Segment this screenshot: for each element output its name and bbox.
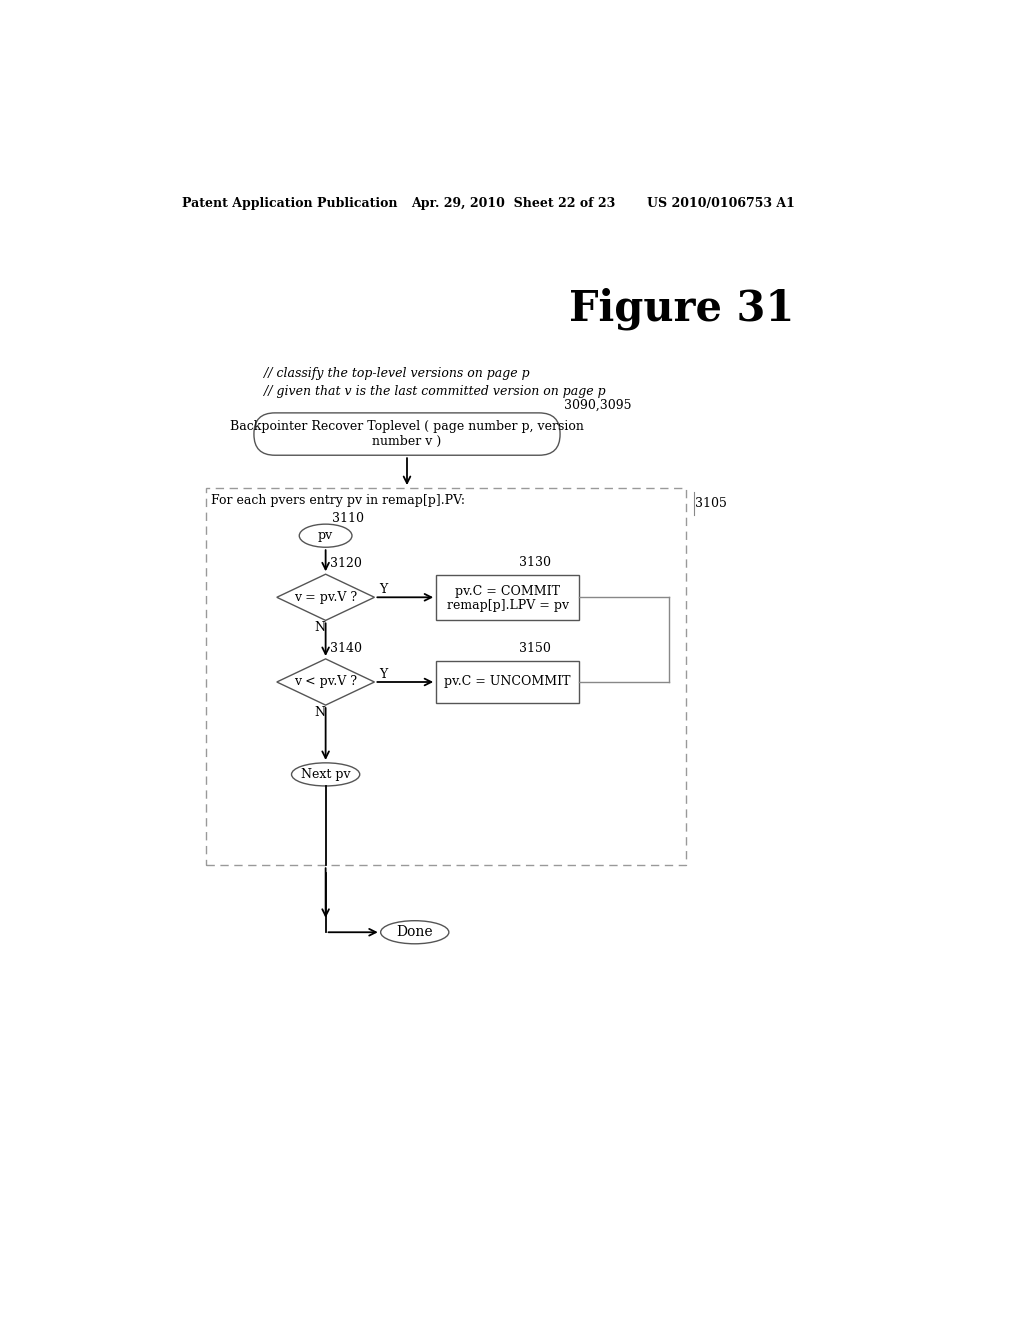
Text: N: N <box>314 620 326 634</box>
Text: Patent Application Publication: Patent Application Publication <box>182 197 397 210</box>
Text: v < pv.V ?: v < pv.V ? <box>294 676 357 689</box>
Text: Y: Y <box>379 583 387 597</box>
Text: N: N <box>314 705 326 718</box>
Text: v = pv.V ?: v = pv.V ? <box>294 591 357 603</box>
Text: pv.C = UNCOMMIT: pv.C = UNCOMMIT <box>444 676 571 689</box>
Text: Apr. 29, 2010  Sheet 22 of 23: Apr. 29, 2010 Sheet 22 of 23 <box>411 197 615 210</box>
Text: 3120: 3120 <box>331 557 362 570</box>
Text: pv: pv <box>318 529 333 543</box>
Text: remap[p].LPV = pv: remap[p].LPV = pv <box>446 598 568 611</box>
Text: Backpointer Recover Toplevel ( page number p, version
number v ): Backpointer Recover Toplevel ( page numb… <box>230 420 584 447</box>
FancyBboxPatch shape <box>436 661 580 704</box>
Polygon shape <box>276 574 375 620</box>
FancyBboxPatch shape <box>254 413 560 455</box>
Text: Next pv: Next pv <box>301 768 350 781</box>
Text: 3150: 3150 <box>519 642 551 655</box>
Text: pv.C = COMMIT: pv.C = COMMIT <box>456 585 560 598</box>
FancyBboxPatch shape <box>206 488 686 866</box>
Ellipse shape <box>292 763 359 785</box>
Text: US 2010/0106753 A1: US 2010/0106753 A1 <box>647 197 795 210</box>
Text: 3140: 3140 <box>331 642 362 655</box>
Text: 3110: 3110 <box>332 512 364 525</box>
Polygon shape <box>276 659 375 705</box>
Text: For each pvers entry pv in remap[p].PV:: For each pvers entry pv in remap[p].PV: <box>211 494 465 507</box>
Text: // given that v is the last committed version on page p: // given that v is the last committed ve… <box>263 385 605 399</box>
Ellipse shape <box>381 921 449 944</box>
Text: 3090,3095: 3090,3095 <box>564 399 632 412</box>
Text: 3130: 3130 <box>519 556 551 569</box>
FancyBboxPatch shape <box>436 576 580 619</box>
Text: Figure 31: Figure 31 <box>569 288 795 330</box>
Text: 3105: 3105 <box>695 496 727 510</box>
Text: Y: Y <box>379 668 387 681</box>
Ellipse shape <box>299 524 352 548</box>
Text: // classify the top-level versions on page p: // classify the top-level versions on pa… <box>263 367 529 380</box>
Text: Done: Done <box>396 925 433 940</box>
